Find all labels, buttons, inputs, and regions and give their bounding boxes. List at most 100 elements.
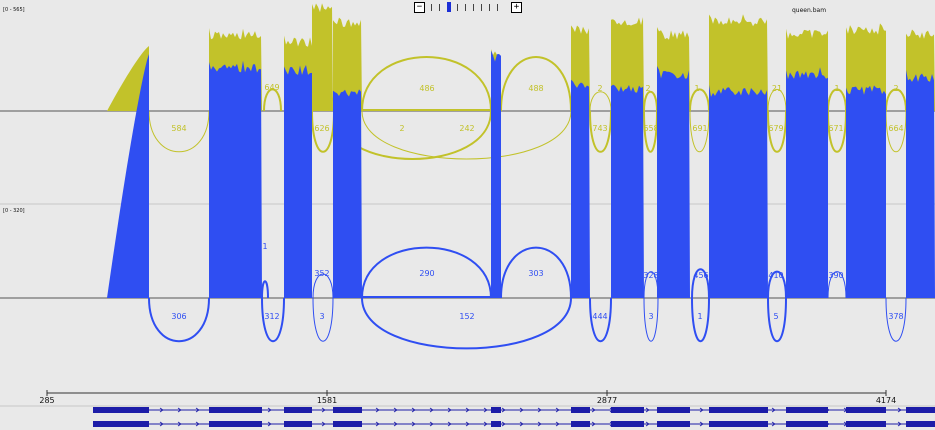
exon[interactable] — [786, 407, 828, 413]
junction-arc[interactable] — [148, 297, 210, 343]
exon[interactable] — [333, 421, 362, 427]
junction-arc[interactable] — [643, 297, 659, 342]
junction-label: 1 — [697, 312, 702, 321]
strand-arrow — [447, 407, 452, 413]
exon[interactable] — [657, 407, 690, 413]
strand-arrow — [537, 407, 542, 413]
strand-arrow — [429, 407, 434, 413]
exon[interactable] — [491, 407, 501, 413]
junction-label: 290 — [419, 269, 434, 278]
strand-arrow — [393, 407, 398, 413]
strand-arrow — [645, 407, 650, 413]
exon[interactable] — [709, 407, 768, 413]
coverage-block — [906, 70, 935, 298]
zoom-level-tick[interactable] — [431, 4, 432, 11]
junction-arc[interactable] — [312, 273, 334, 299]
junction-arc[interactable] — [691, 268, 710, 299]
junction-label: 743 — [592, 124, 607, 133]
junction-arc[interactable] — [885, 297, 907, 342]
zoom-level-tick[interactable] — [497, 4, 498, 11]
strand-arrow — [429, 421, 434, 427]
strand-arrow — [393, 421, 398, 427]
exon[interactable] — [93, 407, 149, 413]
exon[interactable] — [209, 407, 262, 413]
junction-arc[interactable] — [261, 280, 269, 299]
junction-arc[interactable] — [643, 110, 658, 153]
junction-arc[interactable] — [361, 246, 492, 299]
zoom-in-button[interactable]: + — [511, 2, 522, 13]
junction-arc[interactable] — [261, 297, 285, 343]
exon[interactable] — [284, 421, 312, 427]
strand-arrow — [501, 407, 506, 413]
junction-arc[interactable] — [263, 88, 282, 112]
exon[interactable] — [906, 407, 935, 413]
junction-arc[interactable] — [589, 297, 612, 343]
exon[interactable] — [571, 421, 590, 427]
junction-arc[interactable] — [885, 110, 907, 153]
zoom-level-tick[interactable] — [457, 4, 458, 11]
junction-arc[interactable] — [500, 56, 572, 112]
junction-arc[interactable] — [361, 56, 492, 112]
junction-label: 312 — [264, 312, 279, 321]
junction-arc[interactable] — [643, 91, 658, 112]
exon[interactable] — [491, 421, 501, 427]
junction-arc[interactable] — [827, 110, 847, 153]
junction-arc[interactable] — [767, 110, 787, 153]
junction-label: 1 — [694, 84, 699, 93]
junction-label: 626 — [314, 124, 329, 133]
junction-label: 488 — [528, 84, 543, 93]
exon[interactable] — [611, 407, 644, 413]
junction-arc[interactable] — [827, 271, 847, 299]
junction-arc[interactable] — [312, 297, 334, 342]
junction-arc[interactable] — [767, 270, 787, 299]
junction-label: 679 — [768, 124, 783, 133]
zoom-level-tick[interactable] — [447, 2, 451, 12]
junction-arc[interactable] — [500, 246, 572, 299]
junction-arc[interactable] — [689, 110, 710, 153]
zoom-level-tick[interactable] — [489, 4, 490, 11]
junction-label: 5 — [773, 312, 778, 321]
exon[interactable] — [284, 407, 312, 413]
zoom-level-tick[interactable] — [481, 4, 482, 11]
junction-arc[interactable] — [691, 297, 710, 343]
junction-label: 352 — [314, 269, 329, 278]
junction-arc[interactable] — [361, 110, 572, 160]
axis-tick-label: 2877 — [597, 396, 617, 405]
coverage-block — [657, 66, 690, 298]
coverage-block — [284, 65, 312, 298]
coverage-block — [491, 50, 501, 298]
zoom-level-tick[interactable] — [465, 4, 466, 11]
junction-arc[interactable] — [589, 110, 612, 153]
exon[interactable] — [209, 421, 262, 427]
zoom-level-tick[interactable] — [439, 4, 440, 11]
zoom-out-button[interactable]: − — [414, 2, 425, 13]
exon[interactable] — [333, 407, 362, 413]
strand-arrow — [591, 421, 596, 427]
exon[interactable] — [611, 421, 644, 427]
exon[interactable] — [906, 421, 935, 427]
junction-arc[interactable] — [589, 91, 612, 112]
junction-arc[interactable] — [767, 297, 787, 343]
strand-arrow — [177, 407, 182, 413]
exon[interactable] — [709, 421, 768, 427]
exon[interactable] — [786, 421, 828, 427]
junction-arc[interactable] — [689, 88, 710, 112]
zoom-control[interactable]: − + — [0, 0, 935, 16]
junction-arc[interactable] — [885, 88, 907, 112]
exon[interactable] — [93, 421, 149, 427]
junction-arc[interactable] — [767, 89, 787, 112]
junction-arc[interactable] — [643, 271, 659, 299]
exon[interactable] — [846, 407, 886, 413]
exon[interactable] — [571, 407, 590, 413]
track-name: queen.bam — [792, 7, 826, 14]
strand-arrow — [267, 421, 272, 427]
strand-arrow — [537, 421, 542, 427]
exon[interactable] — [657, 421, 690, 427]
junction-arc[interactable] — [148, 110, 210, 153]
junction-label: 671 — [828, 124, 843, 133]
exon[interactable] — [846, 421, 886, 427]
coverage-block — [333, 17, 362, 112]
junction-arc[interactable] — [361, 297, 572, 350]
zoom-level-tick[interactable] — [473, 4, 474, 11]
junction-arc[interactable] — [827, 88, 847, 112]
